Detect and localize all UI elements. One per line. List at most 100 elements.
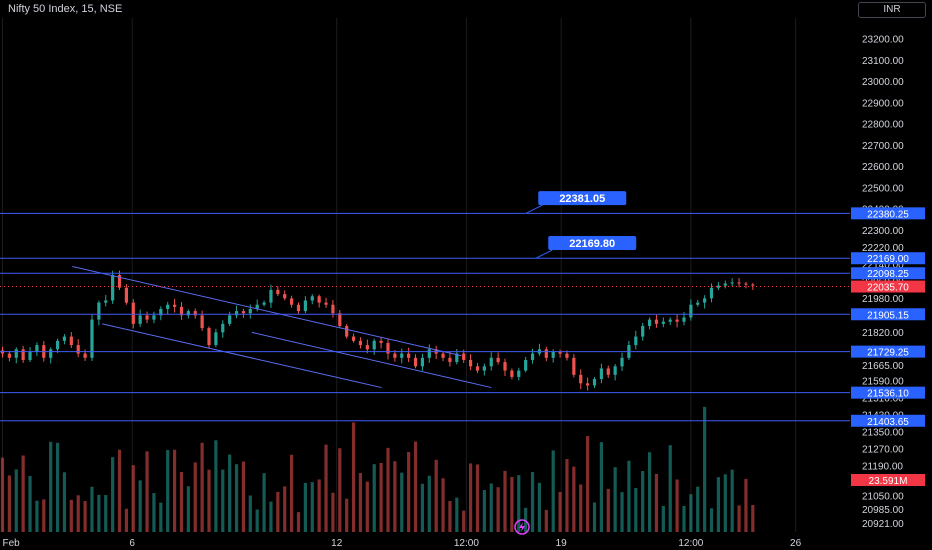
volume-bar	[468, 463, 473, 532]
volume-bar	[530, 472, 535, 532]
volume-bar	[262, 473, 266, 532]
volume-bar	[214, 440, 218, 532]
candle-body	[55, 340, 60, 350]
candle-body	[462, 353, 466, 360]
candle-body	[696, 302, 700, 305]
candle-body	[186, 311, 190, 316]
candle-body	[214, 332, 218, 346]
y-tick-label: 22800.00	[862, 120, 904, 131]
volume-bar	[517, 475, 521, 532]
candle-body	[613, 366, 617, 375]
volume-bar	[551, 450, 555, 532]
candle-body	[489, 357, 493, 367]
candle-body	[709, 287, 714, 299]
candle-body	[124, 287, 129, 303]
channel-trendline	[102, 323, 382, 389]
volume-bar	[386, 447, 390, 532]
volume-bar	[221, 469, 225, 532]
volume-bar	[83, 501, 87, 532]
volume-bar	[69, 499, 73, 532]
candle-body	[544, 349, 548, 358]
candle-body	[379, 340, 383, 343]
candle-body	[351, 336, 356, 341]
candle-body	[117, 275, 122, 288]
volume-bar	[682, 505, 686, 532]
callout-label: 22169.80	[569, 238, 615, 250]
volume-bar	[379, 462, 383, 532]
candle-body	[661, 321, 665, 324]
candle-body	[255, 304, 259, 309]
candle-body	[558, 351, 562, 354]
candle-body	[647, 319, 652, 326]
volume-bar	[276, 491, 280, 532]
candle-body	[572, 357, 576, 375]
lightning-bolt-icon	[519, 522, 525, 532]
volume-bar	[207, 469, 211, 532]
volume-bar	[689, 494, 693, 532]
level-price-tag	[851, 252, 925, 265]
candle-body	[606, 368, 610, 375]
y-tick-label: 21190.00	[862, 462, 903, 473]
candle-body	[393, 353, 397, 358]
candle-body	[152, 315, 156, 320]
candle-body	[407, 353, 411, 358]
volume-bar	[111, 457, 115, 532]
x-tick-label: Feb	[2, 538, 20, 549]
candle-body	[716, 285, 721, 288]
candle-body	[159, 308, 163, 316]
candle-body	[21, 349, 25, 360]
candle-body	[668, 319, 672, 322]
volume-bar	[42, 499, 46, 532]
candle-body	[338, 313, 342, 326]
volume-bar	[751, 504, 755, 532]
level-price-tag	[851, 207, 925, 220]
candle-body	[654, 319, 659, 324]
x-tick-label: 19	[556, 538, 568, 549]
currency-button[interactable]: INR	[858, 2, 926, 18]
volume-bar	[290, 454, 294, 532]
volume-bar	[723, 474, 727, 532]
volume-bar	[434, 459, 438, 532]
candle-body	[303, 300, 307, 312]
volume-bar	[544, 509, 548, 532]
candle-body	[551, 351, 555, 358]
volume-bar	[654, 473, 659, 532]
candle-body	[358, 340, 363, 346]
volume-bar	[393, 461, 397, 532]
candle-body	[441, 353, 445, 358]
volume-bar	[186, 486, 190, 532]
candle-body	[455, 353, 459, 363]
candle-body	[400, 353, 404, 358]
volume-bar	[358, 473, 363, 532]
volume-bar	[193, 462, 197, 532]
candle-body	[482, 366, 486, 371]
volume-bar	[179, 471, 184, 532]
candle-body	[241, 311, 246, 314]
y-tick-label: 21510.00	[862, 394, 904, 405]
y-tick-label: 21350.00	[862, 428, 904, 439]
x-tick-label: 12:00	[454, 538, 479, 549]
volume-bar	[145, 451, 149, 532]
volume-bar	[324, 444, 328, 532]
volume-bar	[475, 464, 480, 532]
x-tick-label: 6	[129, 538, 135, 549]
volume-bar	[675, 479, 679, 532]
lightning-icon[interactable]	[514, 519, 530, 535]
candle-body	[49, 349, 53, 358]
volume-bar	[606, 488, 610, 532]
level-price-label: 22098.25	[867, 269, 909, 280]
candle-body	[248, 308, 252, 314]
candle-body	[83, 353, 87, 358]
candle-body	[365, 345, 369, 350]
volume-label: 23.591M	[869, 476, 908, 487]
candle-body	[262, 302, 266, 305]
candle-body	[475, 366, 480, 371]
candle-body	[503, 362, 507, 371]
volume-bar	[441, 478, 445, 532]
candle-body	[703, 298, 707, 303]
candle-body	[234, 311, 239, 316]
level-price-label: 21729.25	[867, 348, 909, 359]
volume-bar	[592, 502, 597, 532]
volume-bar	[296, 512, 301, 532]
